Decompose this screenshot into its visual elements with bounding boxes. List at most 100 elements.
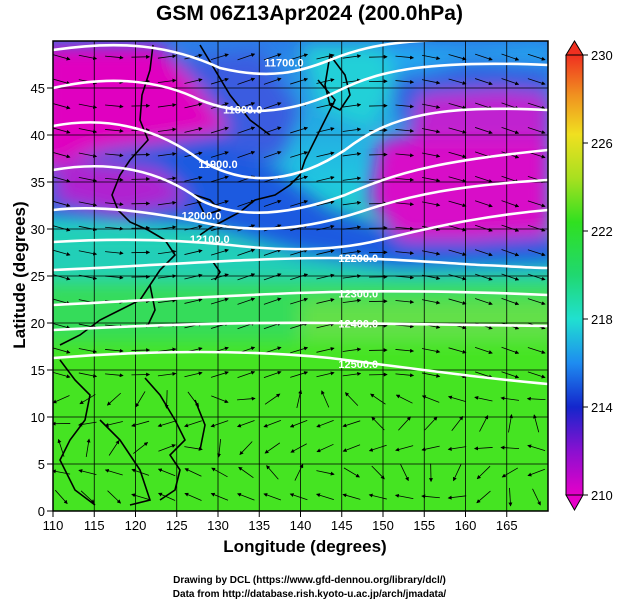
wind-arrow bbox=[158, 444, 176, 452]
wind-arrow bbox=[421, 445, 440, 452]
wind-arrow bbox=[421, 177, 441, 183]
wind-arrow bbox=[342, 225, 362, 230]
wind-arrow bbox=[421, 274, 441, 281]
y-tick-label: 40 bbox=[31, 128, 45, 143]
wind-arrow bbox=[424, 416, 438, 431]
wind-arrow bbox=[237, 248, 256, 256]
wind-arrow bbox=[316, 371, 335, 378]
wind-arrow bbox=[217, 439, 222, 458]
x-tick-label: 130 bbox=[207, 518, 229, 533]
wind-arrow bbox=[263, 420, 282, 428]
wind-arrow bbox=[135, 391, 146, 408]
wind-arrow bbox=[448, 200, 467, 208]
wind-arrow bbox=[157, 200, 177, 206]
wind-arrow bbox=[371, 416, 385, 431]
wind-arrow bbox=[448, 176, 467, 183]
wind-arrow bbox=[474, 446, 493, 451]
wind-arrow bbox=[316, 175, 335, 182]
wind-arrow bbox=[264, 442, 281, 454]
wind-arrow bbox=[133, 442, 149, 454]
wind-arrow bbox=[210, 77, 229, 85]
wind-arrow bbox=[78, 274, 98, 281]
wind-arrow bbox=[85, 438, 91, 457]
wind-streamlines bbox=[53, 53, 546, 507]
wind-arrow bbox=[474, 395, 493, 402]
wind-arrow bbox=[157, 347, 177, 352]
wind-arrow bbox=[53, 249, 71, 256]
wind-arrow bbox=[264, 393, 281, 405]
wind-arrow bbox=[157, 420, 176, 428]
wind-arrow bbox=[448, 298, 467, 305]
wind-arrow bbox=[342, 78, 362, 84]
wind-arrow bbox=[157, 274, 177, 279]
x-axis-label: Longitude (degrees) bbox=[223, 537, 387, 556]
wind-arrow bbox=[236, 420, 255, 428]
colorbar: 230 226 222 218 214 210 bbox=[565, 40, 613, 512]
wind-arrow bbox=[290, 151, 309, 158]
x-tick-label: 120 bbox=[125, 518, 147, 533]
wind-arrow bbox=[395, 324, 415, 329]
wind-arrow bbox=[532, 488, 541, 506]
contour-12000 bbox=[53, 148, 548, 214]
y-tick-label: 45 bbox=[31, 81, 45, 96]
wind-arrow bbox=[290, 346, 309, 354]
wind-arrow bbox=[421, 348, 441, 354]
wind-arrow bbox=[342, 249, 362, 255]
wind-arrow bbox=[263, 248, 282, 256]
wind-arrow bbox=[451, 415, 464, 431]
wind-arrow bbox=[157, 151, 177, 157]
wind-arrow bbox=[78, 103, 98, 109]
wind-arrow bbox=[107, 490, 122, 504]
wind-arrow bbox=[342, 54, 362, 59]
x-tick-label: 165 bbox=[496, 518, 518, 533]
wind-arrow bbox=[316, 347, 335, 353]
wind-arrow bbox=[342, 274, 362, 279]
wind-arrow bbox=[184, 102, 203, 109]
wind-arrow bbox=[157, 103, 177, 108]
wind-arrow bbox=[54, 489, 68, 505]
wind-arrow bbox=[342, 493, 361, 500]
wind-arrow bbox=[474, 53, 493, 61]
wind-arrow bbox=[527, 224, 546, 232]
contour-12100 bbox=[53, 208, 548, 251]
wind-arrow bbox=[421, 494, 440, 499]
wind-arrow bbox=[342, 151, 362, 157]
wind-arrow bbox=[508, 414, 514, 433]
wind-arrow bbox=[321, 390, 330, 408]
wind-arrow bbox=[344, 392, 359, 406]
wind-arrow bbox=[210, 248, 229, 256]
wind-arrow bbox=[290, 77, 309, 85]
wind-arrow bbox=[370, 393, 386, 405]
wind-arrow bbox=[501, 200, 520, 208]
wind-arrow bbox=[53, 371, 71, 379]
wind-arrow bbox=[421, 128, 441, 134]
credit-data: Data from http://database.rish.kyoto-u.a… bbox=[172, 589, 447, 600]
wind-arrow bbox=[263, 370, 282, 379]
wind-arrow bbox=[296, 389, 303, 409]
wind-arrow bbox=[105, 251, 124, 256]
wind-arrow bbox=[53, 274, 71, 281]
contour-12050 bbox=[53, 178, 548, 231]
wind-arrow bbox=[448, 78, 467, 85]
wind-arrow bbox=[106, 392, 122, 406]
wind-arrow bbox=[395, 79, 415, 84]
y-tick-label: 25 bbox=[31, 269, 45, 284]
wind-arrow bbox=[398, 416, 411, 431]
geopotential-contours bbox=[53, 41, 548, 386]
wind-arrow bbox=[290, 53, 309, 61]
wind-arrow bbox=[210, 371, 229, 378]
wind-arrow bbox=[53, 78, 71, 85]
wind-arrow bbox=[78, 250, 98, 256]
wind-arrow bbox=[526, 396, 546, 401]
y-axis-label: Latitude (degrees) bbox=[10, 201, 29, 349]
wind-arrow bbox=[290, 297, 309, 305]
contour-11700 bbox=[53, 41, 548, 76]
wind-arrow bbox=[501, 467, 519, 478]
wind-arrow bbox=[80, 490, 95, 504]
wind-arrow bbox=[395, 251, 415, 256]
wind-arrow bbox=[211, 467, 228, 478]
y-tick-label: 5 bbox=[38, 457, 45, 472]
wind-arrow bbox=[157, 127, 177, 132]
temperature-field bbox=[53, 41, 548, 511]
